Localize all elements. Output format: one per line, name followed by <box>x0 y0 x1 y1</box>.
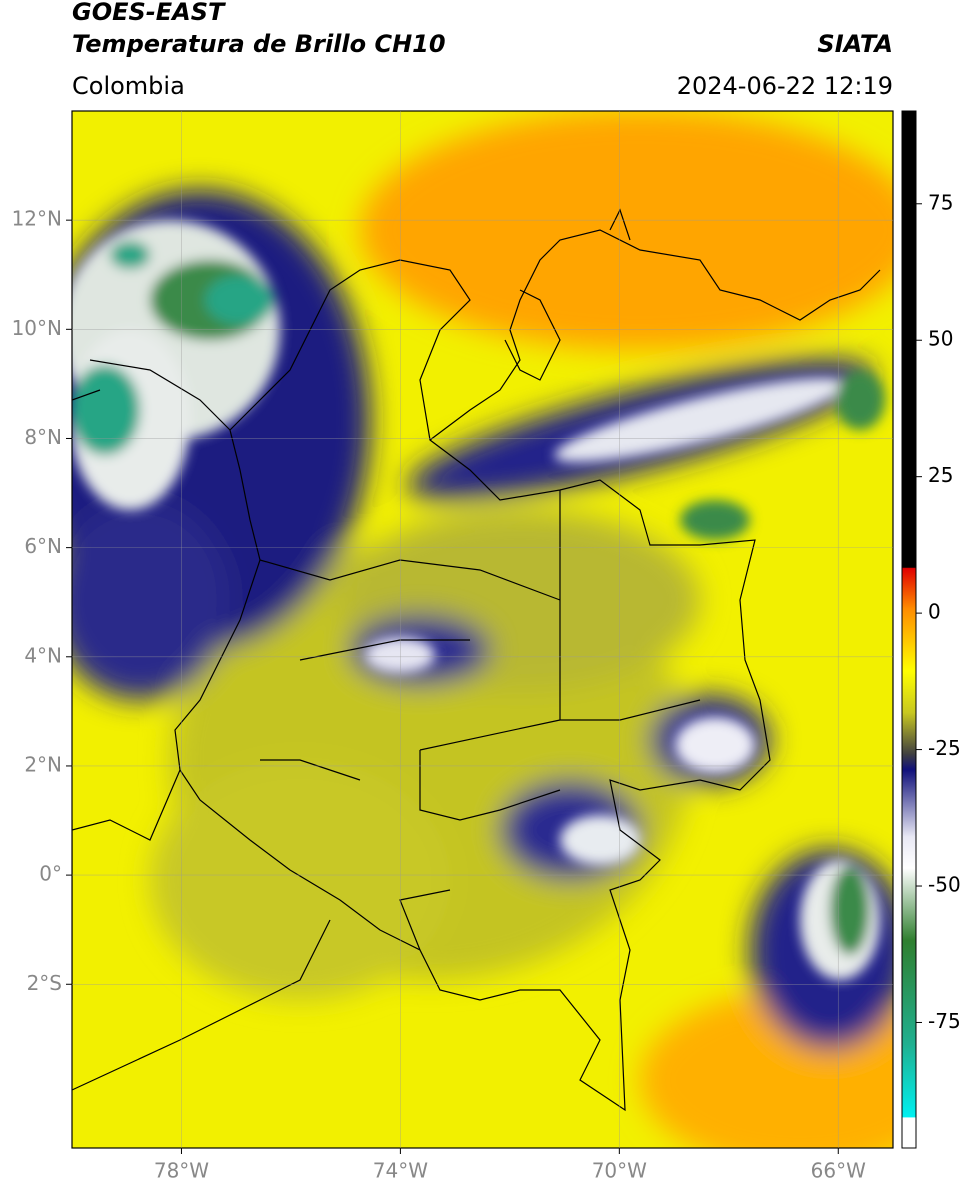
datetime: 2024-06-22 12:19 <box>677 72 893 100</box>
satellite-image <box>72 111 893 1148</box>
y-tick-label: 0° <box>39 862 62 886</box>
colorbar-tick-label: -50 <box>928 873 961 897</box>
colorbar-tick-label: -75 <box>928 1009 961 1033</box>
colorbar-tick-label: 50 <box>928 327 953 351</box>
x-tick-label: 74°W <box>373 1159 428 1183</box>
source: SIATA <box>817 30 893 58</box>
subtitle: Temperatura de Brillo CH10 <box>72 30 446 58</box>
colorbar-tick-label: 75 <box>928 190 953 214</box>
region: Colombia <box>72 72 185 100</box>
colorbar <box>901 110 917 1149</box>
y-tick-label: 2°S <box>27 971 62 995</box>
x-tick-label: 66°W <box>811 1159 866 1183</box>
x-tick-label: 78°W <box>154 1159 209 1183</box>
y-tick-label: 12°N <box>12 207 62 231</box>
colorbar-tick-label: 0 <box>928 600 941 624</box>
y-tick-label: 2°N <box>24 752 62 776</box>
title: GOES-EAST <box>72 0 226 26</box>
map-frame <box>71 110 894 1149</box>
y-tick-label: 8°N <box>24 425 62 449</box>
x-tick-label: 70°W <box>592 1159 647 1183</box>
y-tick-label: 10°N <box>12 316 62 340</box>
y-tick-label: 6°N <box>24 534 62 558</box>
borders <box>72 208 881 1112</box>
y-tick-label: 4°N <box>24 643 62 667</box>
colorbar-tick-label: -25 <box>928 736 961 760</box>
colorbar-tick-label: 25 <box>928 463 953 487</box>
